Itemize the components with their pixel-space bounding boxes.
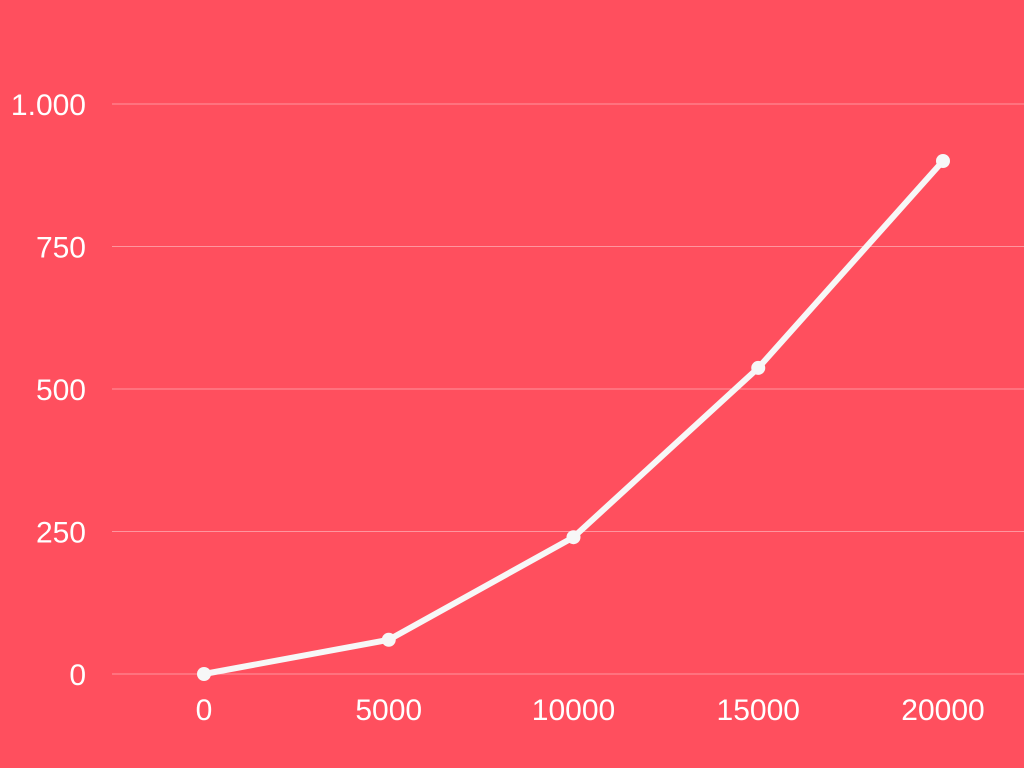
x-tick-label: 0 [196, 694, 213, 727]
data-point[interactable] [751, 360, 766, 375]
data-point[interactable] [197, 667, 211, 681]
y-axis-tick-labels: 0 250 500 750 1.000 [11, 89, 86, 692]
y-tick-label: 1.000 [11, 89, 86, 122]
y-tick-label: 500 [36, 374, 86, 407]
y-tick-label: 750 [36, 232, 86, 265]
x-tick-label: 10000 [532, 694, 615, 727]
x-tick-label: 5000 [355, 694, 422, 727]
x-tick-label: 15000 [717, 694, 800, 727]
data-point[interactable] [566, 530, 581, 545]
x-axis-tick-labels: 0 5000 10000 15000 20000 [196, 694, 985, 727]
data-point[interactable] [381, 632, 396, 647]
series-layer [197, 154, 950, 681]
y-tick-label: 250 [36, 517, 86, 550]
x-tick-label: 20000 [901, 694, 984, 727]
data-point[interactable] [936, 154, 950, 168]
y-tick-label: 0 [69, 659, 86, 692]
grid-lines [112, 103, 1024, 675]
